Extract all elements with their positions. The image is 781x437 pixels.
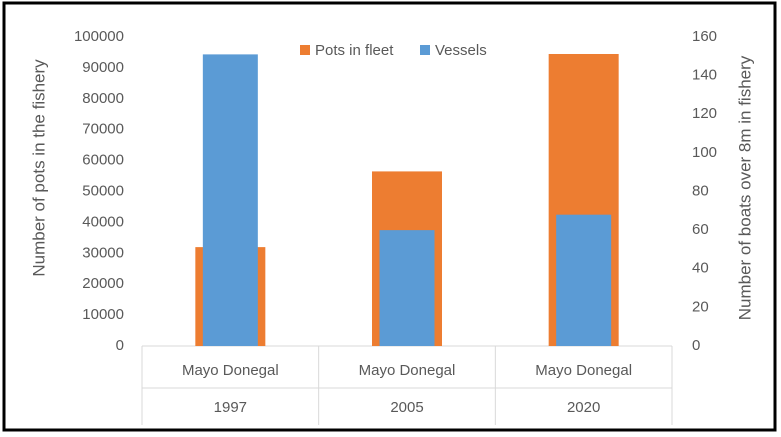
y2-tick-label: 100 (692, 144, 717, 161)
y-tick-label: 80000 (82, 90, 124, 107)
y-tick-label: 40000 (82, 213, 124, 230)
frame (2, 1, 777, 432)
x-tick-label: 1997 (214, 399, 247, 416)
legend-label: Pots in fleet (315, 42, 394, 59)
y-tick-label: 100000 (74, 28, 124, 45)
y2-tick-label: 140 (692, 67, 717, 84)
y-tick-label: 20000 (82, 275, 124, 292)
bar (379, 230, 435, 346)
y-tick-label: 10000 (82, 306, 124, 323)
y-tick-label: 70000 (82, 121, 124, 138)
x-tick-label: 2020 (567, 399, 600, 416)
y-tick-label: 90000 (82, 59, 124, 76)
y2-axis-title: Number of boats over 8m in fishery (735, 55, 754, 320)
y-tick-label: 50000 (82, 182, 124, 199)
y-axis-title: Number of pots in the fishery (29, 59, 48, 277)
y2-tick-label: 40 (692, 260, 709, 277)
y-tick-label: 30000 (82, 244, 124, 261)
y2-tick-label: 0 (692, 337, 700, 354)
legend-label: Vessels (435, 42, 487, 59)
bar (556, 214, 612, 346)
y2-tick-label: 120 (692, 105, 717, 122)
x-tick-label: 2005 (390, 399, 423, 416)
x-tick-label: Mayo Donegal (182, 362, 279, 379)
bar (202, 54, 258, 346)
y-tick-label: 60000 (82, 152, 124, 169)
y2-tick-label: 60 (692, 221, 709, 238)
x-tick-label: Mayo Donegal (535, 362, 632, 379)
y2-tick-label: 160 (692, 28, 717, 45)
y2-tick-label: 80 (692, 182, 709, 199)
y2-tick-label: 20 (692, 298, 709, 315)
legend-swatch (420, 45, 430, 55)
y-tick-label: 0 (116, 337, 124, 354)
x-tick-label: Mayo Donegal (359, 362, 456, 379)
legend-swatch (300, 45, 310, 55)
